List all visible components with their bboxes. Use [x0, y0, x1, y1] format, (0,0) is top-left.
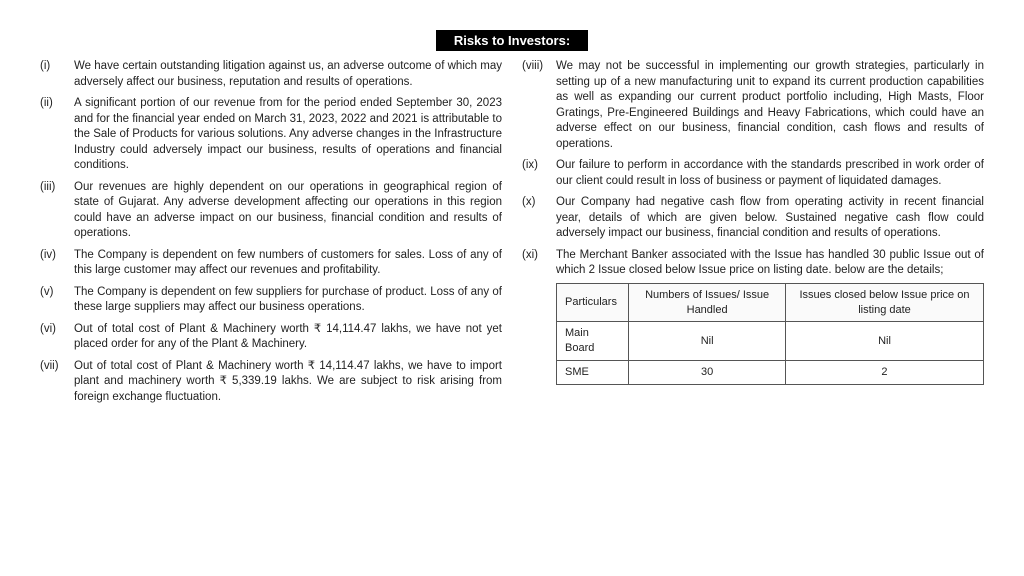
table-header: Numbers of Issues/ Issue Handled	[629, 283, 786, 322]
risk-text: We may not be successful in implementing…	[556, 59, 984, 152]
risk-number: (iii)	[40, 180, 74, 242]
table-header-row: Particulars Numbers of Issues/ Issue Han…	[557, 283, 984, 322]
risk-number: (ii)	[40, 96, 74, 174]
issues-table: Particulars Numbers of Issues/ Issue Han…	[556, 283, 984, 385]
risk-item: (vii) Out of total cost of Plant & Machi…	[40, 359, 502, 406]
table-cell: 30	[629, 361, 786, 385]
table-row: SME 30 2	[557, 361, 984, 385]
risk-number: (i)	[40, 59, 74, 90]
risk-item: (ix) Our failure to perform in accordanc…	[522, 158, 984, 189]
right-column: (viii) We may not be successful in imple…	[522, 59, 984, 556]
table-cell: Main Board	[557, 322, 629, 361]
risk-item: (iv) The Company is dependent on few num…	[40, 248, 502, 279]
risk-text-content: The Merchant Banker associated with the …	[556, 249, 984, 277]
risk-text: Our revenues are highly dependent on our…	[74, 180, 502, 242]
risk-text: Our Company had negative cash flow from …	[556, 195, 984, 242]
risk-item: (x) Our Company had negative cash flow f…	[522, 195, 984, 242]
table-cell: 2	[785, 361, 983, 385]
risk-number: (vii)	[40, 359, 74, 406]
risk-number: (iv)	[40, 248, 74, 279]
table-cell: Nil	[629, 322, 786, 361]
risk-text: Out of total cost of Plant & Machinery w…	[74, 359, 502, 406]
table-cell: Nil	[785, 322, 983, 361]
risk-number: (v)	[40, 285, 74, 316]
left-column: (i) We have certain outstanding litigati…	[40, 59, 502, 556]
risk-text: The Company is dependent on few supplier…	[74, 285, 502, 316]
table-cell: SME	[557, 361, 629, 385]
risk-number: (x)	[522, 195, 556, 242]
risk-item: (xi) The Merchant Banker associated with…	[522, 248, 984, 385]
risk-item: (iii) Our revenues are highly dependent …	[40, 180, 502, 242]
risk-text: Our failure to perform in accordance wit…	[556, 158, 984, 189]
risk-text: Out of total cost of Plant & Machinery w…	[74, 322, 502, 353]
risk-text: The Company is dependent on few numbers …	[74, 248, 502, 279]
risk-item: (i) We have certain outstanding litigati…	[40, 59, 502, 90]
risk-number: (vi)	[40, 322, 74, 353]
risk-number: (xi)	[522, 248, 556, 385]
risk-item: (ii) A significant portion of our revenu…	[40, 96, 502, 174]
table-header: Particulars	[557, 283, 629, 322]
risks-columns: (i) We have certain outstanding litigati…	[40, 59, 984, 556]
risk-text: The Merchant Banker associated with the …	[556, 248, 984, 385]
risk-item: (v) The Company is dependent on few supp…	[40, 285, 502, 316]
risk-number: (viii)	[522, 59, 556, 152]
table-header: Issues closed below Issue price on listi…	[785, 283, 983, 322]
risk-item: (vi) Out of total cost of Plant & Machin…	[40, 322, 502, 353]
risk-item: (viii) We may not be successful in imple…	[522, 59, 984, 152]
risk-number: (ix)	[522, 158, 556, 189]
risk-text: We have certain outstanding litigation a…	[74, 59, 502, 90]
table-row: Main Board Nil Nil	[557, 322, 984, 361]
risk-text: A significant portion of our revenue fro…	[74, 96, 502, 174]
risks-header: Risks to Investors:	[436, 30, 588, 51]
